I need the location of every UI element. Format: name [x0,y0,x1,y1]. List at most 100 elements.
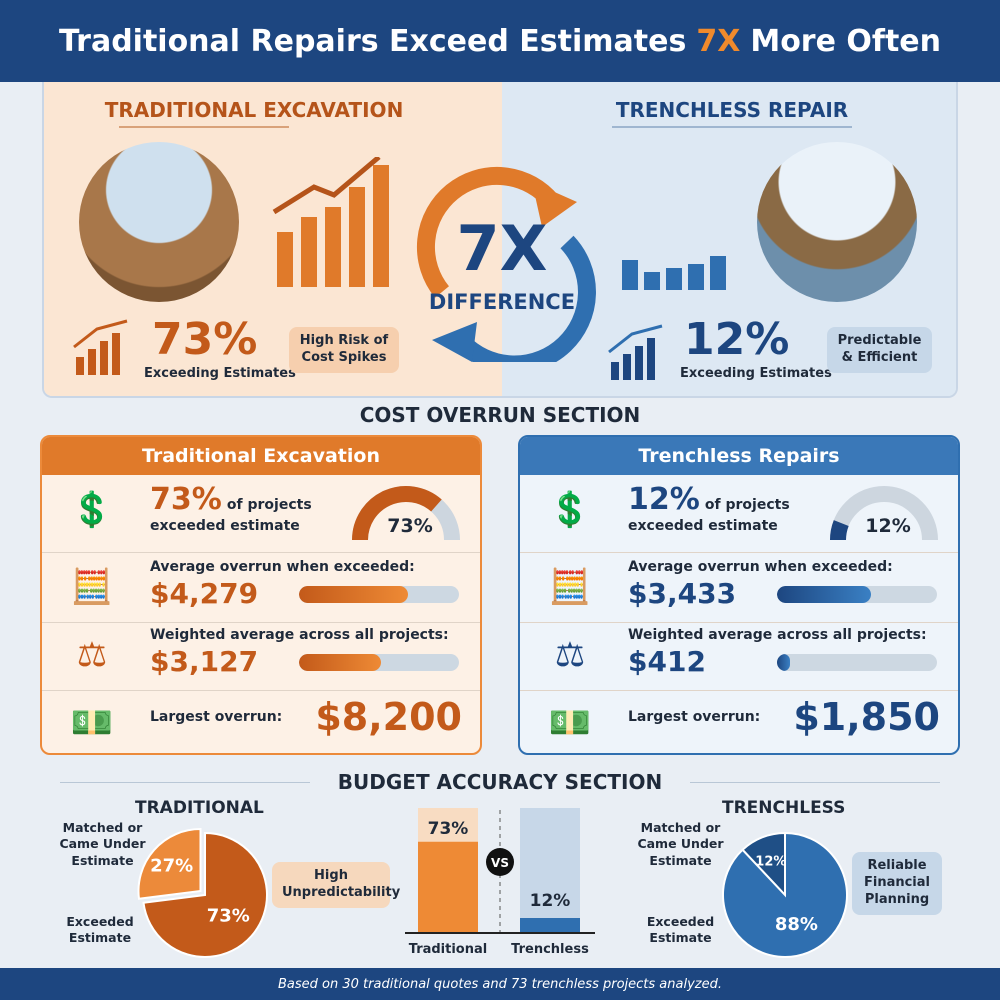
vs-label: VS [491,856,509,870]
pie-slice [722,831,848,958]
traditional-largest-value: $8,200 [315,695,462,739]
pie-slice [137,828,202,900]
difference-label: DIFFERENCE [428,290,576,314]
hero-traditional-pct: 73% [152,314,258,365]
calculator-money-bag-icon: 🧮 [548,567,592,607]
traditional-largest-label: Largest overrun: [150,709,283,725]
trenchless-pct-text2: exceeded estimate [628,518,778,534]
gauge-fill [352,486,442,541]
hero-trenchless: TRENCHLESS REPAIR 12% Exceeding Estimate… [502,82,956,396]
trenchless-weighted-bar [777,654,937,671]
bar-category-label: Trenchless [511,942,589,957]
dollar-trend-icon: 💲 [70,490,114,530]
excavation-illustration [79,142,239,302]
comparison-hero: TRADITIONAL EXCAVATION 73% Exceeding Est… [42,82,958,398]
gauge-track [830,486,938,541]
cycle-arrows-icon [416,166,596,362]
bar-fill [299,586,408,603]
pie-slice [142,831,268,958]
bar-traditional [418,841,478,933]
hero-trenchless-heading: TRENCHLESS REPAIR [615,98,849,122]
trenchless-gauge-label: 12% [865,515,911,537]
growth-chart-icon [73,319,128,375]
rising-bars-icon [272,157,389,287]
traditional-gauge-label: 73% [387,515,433,537]
traditional-avg-value: $4,279 [150,577,259,610]
divider [42,552,480,553]
bar-fill [777,586,872,603]
difference-multiplier: 7X [456,212,548,285]
trenchless-card-title: Trenchless Repairs [520,437,958,475]
traditional-pct-text: of projects [226,497,312,513]
cost-section-title: COST OVERRUN SECTION [359,403,641,427]
divider [42,690,480,691]
cash-stack-icon: 💵 [70,703,114,743]
traditional-pie-chart: 27% 73% [137,828,268,958]
traditional-avg-label: Average overrun when exceeded: [150,559,415,575]
bar-background [520,808,580,933]
vs-badge [486,848,514,876]
footer-note: Based on 30 traditional quotes and 73 tr… [0,968,1000,1000]
bar-fill [777,654,790,671]
page-title: Traditional Repairs Exceed Estimates 7X … [0,0,1000,82]
divider [520,622,958,623]
trenchless-pie-chart: 12% 88% [722,831,848,958]
trenchless-avg-label: Average overrun when exceeded: [628,559,893,575]
bar-category-label: Traditional [409,942,487,957]
traditional-avg-bar [299,586,459,603]
traditional-weighted-bar [299,654,459,671]
traditional-pie-heading: TRADITIONAL [135,798,264,818]
divider [520,552,958,553]
divider [612,126,852,128]
hero-trenchless-pill: Predictable & Efficient [827,327,932,373]
bar-fill [299,654,381,671]
trenchless-avg-value: $3,433 [628,577,737,610]
pie-slice-label: 12% [755,854,786,869]
traditional-matched-label: Matched or Came Under Estimate [59,820,146,868]
trenchless-avg-bar [777,586,937,603]
title-accent: 7X [696,23,741,59]
scales-icon: ⚖ [554,635,586,675]
scales-icon: ⚖ [76,635,108,675]
trenchless-largest-value: $1,850 [793,695,940,739]
trenchless-cost-card: Trenchless Repairs 💲 12% of projects exc… [518,435,960,755]
traditional-pct-text2: exceeded estimate [150,518,300,534]
traditional-gauge [352,486,460,541]
pie-slice-label: 88% [775,914,818,935]
hero-traditional-pill: High Risk of Cost Spikes [289,327,399,373]
hero-trenchless-pct: 12% [684,314,790,365]
gauge-fill [830,520,849,541]
traditional-pct: 73% [150,482,222,517]
trenchless-pie-heading: TRENCHLESS [722,798,846,818]
pie-slice-label: 27% [150,856,193,877]
divider [690,782,940,783]
pie-slice-label: 73% [207,906,250,927]
trenchless-gauge [830,486,938,541]
dollar-trend-icon: 💲 [548,490,592,530]
traditional-exceeded-label: Exceeded Estimate [66,914,134,946]
hero-traditional-caption: Exceeding Estimates [144,366,296,381]
trenchless-pill: Reliable Financial Planning [852,852,942,915]
trenchless-weighted-label: Weighted average across all projects: [628,627,927,643]
title-text-end: More Often [750,23,941,59]
growth-chart-icon [608,324,663,380]
flat-bars-icon [622,256,726,290]
bar-trenchless [520,918,580,933]
title-text: Traditional Repairs Exceed Estimates [58,23,687,59]
hero-traditional-heading: TRADITIONAL EXCAVATION [104,98,404,122]
calculator-money-bag-icon: 🧮 [70,567,114,607]
cash-stack-icon: 💵 [548,703,592,743]
budget-section-title: BUDGET ACCURACY SECTION [337,770,663,794]
trenchless-exceeded-label: Exceeded Estimate [646,914,715,946]
trenchless-pct-text: of projects [704,497,790,513]
bar-data-label: 73% [428,819,469,839]
traditional-weighted-label: Weighted average across all projects: [150,627,449,643]
traditional-weighted-value: $3,127 [150,645,259,678]
trenchless-weighted-value: $412 [628,645,706,678]
traditional-pill: High Unpredictability [272,862,400,908]
hero-trenchless-caption: Exceeding Estimates [680,366,832,381]
traditional-card-title: Traditional Excavation [42,437,480,475]
trenchless-largest-label: Largest overrun: [628,709,761,725]
divider [520,690,958,691]
